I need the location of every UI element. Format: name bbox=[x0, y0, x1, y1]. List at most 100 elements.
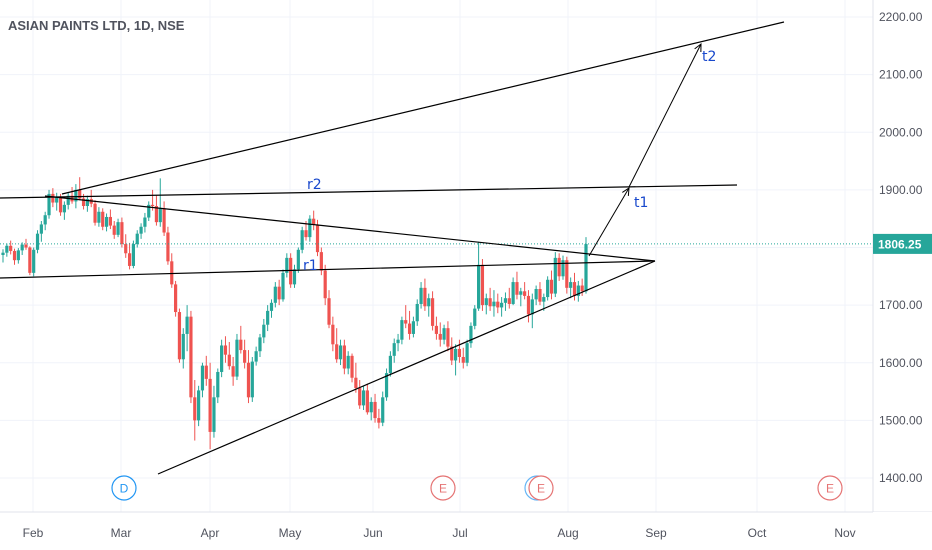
candle bbox=[346, 351, 350, 375]
candle-body bbox=[419, 287, 423, 304]
candle bbox=[361, 385, 366, 411]
candle-body bbox=[281, 272, 285, 300]
event-label: D bbox=[120, 482, 129, 496]
candle-body bbox=[173, 284, 178, 313]
candle-body bbox=[427, 298, 431, 307]
price-tick-label: 2100.00 bbox=[879, 68, 923, 82]
lower-triangle-line bbox=[157, 260, 656, 475]
candle bbox=[108, 209, 112, 230]
candle bbox=[350, 353, 354, 383]
candle bbox=[47, 189, 51, 219]
last-price-value: 1806.25 bbox=[878, 237, 922, 251]
candle bbox=[9, 240, 13, 255]
candle bbox=[519, 287, 523, 307]
candle-body bbox=[81, 198, 86, 207]
candle bbox=[173, 280, 178, 317]
candle bbox=[584, 237, 588, 294]
candle-body bbox=[150, 204, 155, 207]
candle-body bbox=[572, 282, 577, 296]
candle-body bbox=[116, 222, 120, 235]
candle bbox=[373, 393, 377, 423]
candle bbox=[120, 217, 124, 248]
candle-body bbox=[108, 216, 112, 226]
candle-body bbox=[12, 250, 17, 261]
candle-body bbox=[181, 333, 185, 360]
candle-body bbox=[43, 215, 47, 225]
price-tick-label: 1700.00 bbox=[879, 298, 923, 312]
candle-body bbox=[327, 298, 331, 325]
candle-body bbox=[246, 362, 251, 398]
candle-body bbox=[289, 257, 293, 285]
candle-body bbox=[484, 298, 488, 306]
time-axis[interactable]: Feb Mar Apr May Jun Jul Aug Sep Oct Nov bbox=[23, 526, 856, 540]
candle bbox=[450, 337, 454, 366]
candle bbox=[124, 234, 128, 258]
candle bbox=[576, 280, 580, 302]
candle bbox=[281, 269, 285, 302]
t1-arrow bbox=[588, 187, 630, 257]
candle bbox=[327, 290, 331, 329]
candle bbox=[331, 316, 335, 352]
candle-body bbox=[204, 365, 208, 379]
candle bbox=[415, 299, 419, 326]
candle bbox=[193, 380, 197, 441]
candle-body bbox=[239, 339, 243, 351]
candle bbox=[20, 242, 24, 255]
candle bbox=[561, 255, 565, 280]
candle bbox=[143, 212, 147, 233]
candle bbox=[430, 291, 435, 331]
candle-body bbox=[296, 249, 300, 270]
candle-body bbox=[500, 302, 504, 308]
price-tick-label: 2200.00 bbox=[879, 10, 923, 24]
candle-body bbox=[507, 298, 511, 304]
candle-body bbox=[488, 298, 492, 307]
candle-body bbox=[231, 366, 235, 377]
candle-body bbox=[166, 232, 170, 262]
candle bbox=[438, 322, 442, 347]
candle-body bbox=[124, 244, 128, 254]
candle-body bbox=[74, 189, 78, 202]
candle bbox=[388, 351, 392, 377]
candle bbox=[461, 347, 465, 369]
candle-body bbox=[473, 308, 477, 326]
candle bbox=[62, 201, 66, 220]
price-tick-label: 2000.00 bbox=[879, 125, 923, 139]
time-tick-label: Jun bbox=[363, 526, 382, 540]
candle bbox=[515, 271, 519, 300]
candle bbox=[12, 248, 17, 265]
price-tick-label: 1600.00 bbox=[879, 356, 923, 370]
candle bbox=[131, 240, 136, 269]
candle bbox=[365, 383, 369, 415]
candle-body bbox=[396, 339, 400, 344]
chart-title: ASIAN PAINTS LTD, 1D, NSE bbox=[8, 18, 185, 33]
candle-body bbox=[477, 264, 481, 309]
candle bbox=[319, 247, 323, 276]
candle-body bbox=[354, 377, 358, 389]
candle-body bbox=[300, 230, 304, 250]
candle-body bbox=[97, 211, 101, 223]
event-circle bbox=[111, 475, 137, 501]
candle bbox=[158, 178, 162, 227]
candle-body bbox=[438, 333, 442, 340]
candle-body bbox=[576, 285, 580, 296]
t1-arrow-shaft bbox=[588, 187, 630, 257]
candle bbox=[277, 279, 281, 306]
candle-body bbox=[20, 244, 24, 251]
event-circle bbox=[817, 475, 843, 501]
candle bbox=[484, 293, 488, 315]
candle-body bbox=[430, 298, 435, 326]
candle bbox=[112, 220, 116, 239]
dividend-marker: D bbox=[111, 475, 137, 501]
earnings-marker: E bbox=[430, 475, 456, 501]
candle-body bbox=[135, 233, 139, 245]
candle bbox=[97, 207, 101, 227]
candle-body bbox=[104, 216, 109, 227]
candle bbox=[488, 287, 492, 311]
candle bbox=[258, 333, 262, 357]
candle-body bbox=[139, 226, 143, 234]
candle-body bbox=[254, 351, 258, 362]
candle bbox=[400, 316, 404, 345]
candle-body bbox=[262, 324, 266, 338]
